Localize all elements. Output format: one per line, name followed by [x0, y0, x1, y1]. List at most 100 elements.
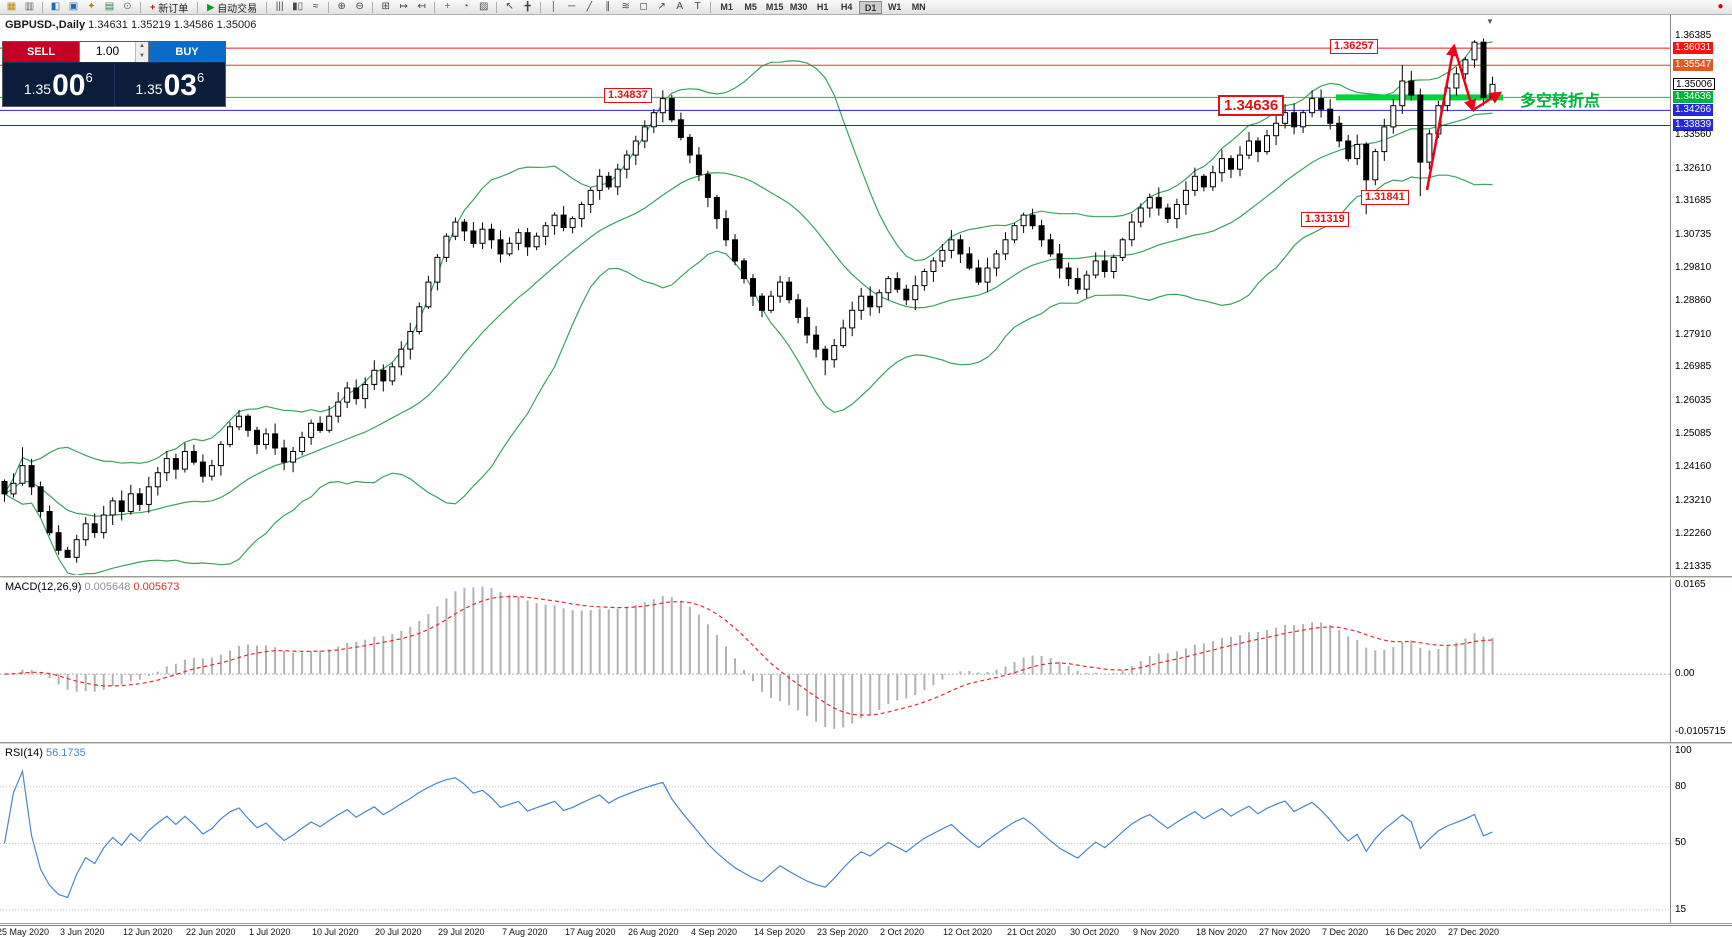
symbol-name: GBPUSD-,Daily — [5, 19, 86, 31]
vertical-line-icon[interactable]: │ — [550, 0, 557, 12]
trend-arrow[interactable] — [1472, 91, 1503, 112]
autotrading-button[interactable]: ▶ 自动交易 — [202, 1, 262, 15]
date-label: 4 Sep 2020 — [691, 927, 738, 937]
sell-price[interactable]: 1.35 00 6 — [3, 63, 115, 106]
data-window-icon[interactable]: ▣ — [68, 0, 79, 12]
price-annotation[interactable]: 1.34837 — [604, 88, 652, 103]
rsi-axis-label: 15 — [1675, 904, 1687, 915]
date-label: 16 Dec 2020 — [1385, 927, 1437, 937]
buy-button[interactable]: BUY — [149, 42, 225, 62]
trend-arrow[interactable] — [1425, 43, 1459, 191]
price-axis[interactable]: 1.36385 1.36031 1.35547 1.35006 1.34636 1.342… — [1670, 15, 1732, 576]
macd-title: MACD(12,26,9) — [5, 581, 82, 593]
toolbar-separator — [266, 1, 268, 13]
price-annotation[interactable]: 1.31319 — [1301, 212, 1349, 227]
timeframe-h4[interactable]: H4 — [840, 1, 853, 12]
sell-price-pips: 00 — [52, 69, 86, 102]
lot-size-field[interactable]: 1.00 ▲ ▼ — [79, 42, 149, 62]
price-axis-label: 1.30735 — [1675, 229, 1712, 240]
shapes-icon[interactable]: ◻ — [639, 0, 648, 12]
date-label: 17 Aug 2020 — [565, 927, 616, 937]
fibonacci-icon[interactable]: ≋ — [621, 0, 630, 12]
time-axis[interactable]: 25 May 2020 3 Jun 2020 12 Jun 2020 22 Jun 2… — [0, 925, 1732, 937]
buy-price[interactable]: 1.35 03 6 — [115, 63, 226, 106]
timeframe-w1[interactable]: W1 — [887, 1, 902, 12]
price-axis-label: 1.24160 — [1675, 461, 1712, 472]
date-label: 14 Sep 2020 — [754, 927, 806, 937]
chart-candles-icon[interactable]: ▮▯ — [292, 0, 304, 12]
macd-axis-label: -0.0105715 — [1675, 726, 1726, 737]
chart-shift-marker[interactable]: ▼ — [1486, 17, 1494, 26]
timeframe-m30[interactable]: M30 — [789, 1, 808, 12]
zoom-in-icon[interactable]: ⊕ — [337, 0, 346, 12]
auto-scroll-icon[interactable]: ↦ — [399, 0, 408, 12]
periods-icon[interactable]: ◔ — [462, 0, 469, 12]
buy-price-base: 1.35 — [135, 81, 163, 97]
turning-point-note[interactable]: 多空转折点 — [1520, 93, 1601, 110]
rsi-chart[interactable] — [0, 745, 1670, 923]
timeframe-m15[interactable]: M15 — [765, 1, 784, 12]
trendline-icon[interactable]: ╱ — [586, 0, 593, 12]
splitter-macd[interactable] — [0, 576, 1732, 579]
strategy-tester-icon[interactable]: ⊙ — [123, 0, 132, 12]
new-order-button[interactable]: + 新订单 — [145, 1, 193, 15]
date-label: 18 Nov 2020 — [1196, 927, 1248, 937]
lot-increase-icon[interactable]: ▲ — [136, 42, 148, 52]
sell-button[interactable]: SELL — [3, 42, 79, 62]
horizontal-line-icon[interactable]: ─ — [568, 0, 576, 12]
trend-arrow[interactable] — [1452, 45, 1477, 113]
toolbar-separator — [42, 1, 43, 13]
terminal-icon[interactable]: ▤ — [104, 0, 115, 12]
chart-line-icon[interactable]: ≈ — [312, 0, 319, 12]
price-annotation[interactable]: 1.36257 — [1330, 39, 1378, 54]
notification-icon[interactable]: ● — [1717, 0, 1724, 12]
sell-price-base: 1.35 — [23, 81, 52, 97]
toolbar-separator — [496, 1, 498, 13]
rsi-axis-label: 100 — [1675, 745, 1692, 756]
rsi-line — [3, 768, 1493, 899]
indicators-icon[interactable]: + — [444, 0, 451, 12]
price-axis-label: 1.26035 — [1675, 395, 1712, 406]
rsi-axis[interactable]: 100 80 50 15 — [1670, 745, 1732, 923]
timeframe-h1[interactable]: H1 — [816, 1, 829, 12]
macd-axis[interactable]: 0.0165 0.00 -0.0105715 — [1670, 579, 1732, 742]
chart-bars-icon[interactable]: ||| — [275, 0, 284, 12]
navigator-icon[interactable]: ✦ — [87, 0, 96, 12]
macd-chart[interactable] — [0, 579, 1670, 742]
text-label-icon[interactable]: T — [694, 0, 701, 12]
new-chart-icon[interactable]: ▦ — [6, 0, 17, 12]
toolbar-separator — [434, 1, 436, 13]
text-icon[interactable]: A — [676, 0, 684, 12]
tile-windows-icon[interactable]: ⊞ — [381, 0, 390, 12]
date-label: 10 Jul 2020 — [312, 927, 359, 937]
splitter-rsi[interactable] — [0, 742, 1732, 745]
macd-axis-label: 0.00 — [1675, 668, 1695, 679]
buy-price-pipette: 6 — [196, 70, 205, 85]
timeframe-m5[interactable]: M5 — [744, 1, 757, 12]
macd-panel: MACD(12,26,9) 0.005648 0.005673 0.0165 0.… — [0, 579, 1732, 742]
new-order-button-label: 新订单 — [158, 3, 189, 15]
timeframe-m1[interactable]: M1 — [720, 1, 733, 12]
chart-shift-icon[interactable]: ↤ — [417, 0, 426, 12]
timeframe-mn[interactable]: MN — [911, 1, 926, 12]
lot-decrease-icon[interactable]: ▼ — [136, 52, 148, 62]
arrows-icon[interactable]: ↗ — [657, 0, 666, 12]
bollinger-upper-band — [3, 41, 1493, 495]
timeframe-d1[interactable]: D1 — [859, 0, 883, 14]
macd-value-signal: 0.005673 — [133, 581, 180, 593]
main-chart[interactable] — [0, 15, 1670, 575]
crosshair-icon[interactable]: ╋ — [524, 0, 531, 12]
date-label: 30 Oct 2020 — [1070, 927, 1120, 937]
profiles-icon[interactable]: ▥ — [24, 0, 35, 12]
channel-icon[interactable]: ∥ — [605, 0, 611, 12]
price-annotation[interactable]: 1.31841 — [1361, 190, 1409, 205]
zoom-out-icon[interactable]: ⊖ — [355, 0, 364, 12]
lot-size-value[interactable]: 1.00 — [95, 44, 120, 58]
cursor-icon[interactable]: ↖ — [505, 0, 514, 12]
rsi-value: 56.1735 — [45, 747, 86, 759]
price-axis-label: 1.28860 — [1675, 295, 1712, 306]
price-annotation[interactable]: 1.34636 — [1218, 95, 1285, 116]
market-watch-icon[interactable]: ◧ — [50, 0, 61, 12]
templates-icon[interactable]: ▨ — [478, 0, 489, 12]
lot-spinner[interactable]: ▲ ▼ — [135, 42, 148, 62]
